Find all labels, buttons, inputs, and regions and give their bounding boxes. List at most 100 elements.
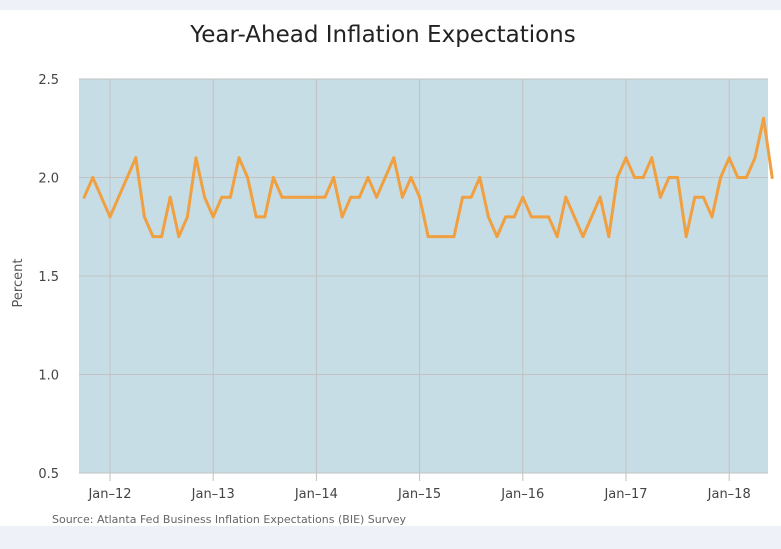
data-point bbox=[598, 195, 602, 199]
x-tick-label: Jan–18 bbox=[707, 487, 751, 502]
data-point bbox=[581, 235, 585, 239]
data-point bbox=[469, 195, 473, 199]
data-point bbox=[641, 176, 645, 179]
data-point bbox=[160, 235, 164, 239]
data-point bbox=[547, 215, 551, 219]
data-point bbox=[228, 195, 232, 199]
data-point bbox=[667, 176, 671, 179]
data-point bbox=[185, 215, 189, 219]
data-point bbox=[349, 195, 353, 199]
data-point bbox=[504, 215, 508, 219]
data-point bbox=[134, 156, 138, 160]
data-point bbox=[624, 156, 628, 160]
data-point bbox=[203, 195, 207, 199]
data-point bbox=[572, 215, 576, 219]
y-tick-label: 0.5 bbox=[38, 467, 59, 482]
data-point bbox=[564, 195, 568, 199]
data-point bbox=[323, 195, 327, 199]
data-point bbox=[650, 156, 654, 160]
data-point bbox=[701, 195, 705, 199]
data-point bbox=[297, 195, 301, 199]
data-point bbox=[151, 235, 155, 239]
grid-lines bbox=[79, 78, 768, 481]
data-point bbox=[676, 176, 680, 179]
data-point bbox=[306, 195, 310, 199]
x-tick-label: Jan–12 bbox=[87, 487, 131, 502]
data-point bbox=[220, 195, 224, 199]
data-point bbox=[762, 116, 766, 120]
data-point bbox=[719, 176, 723, 179]
data-point bbox=[478, 176, 482, 179]
data-point bbox=[529, 215, 533, 219]
y-tick-label: 2.5 bbox=[38, 73, 59, 88]
data-point bbox=[99, 195, 103, 199]
data-point bbox=[375, 195, 379, 199]
data-point bbox=[461, 195, 465, 199]
y-tick-label: 1.5 bbox=[38, 270, 59, 285]
y-axis-ticks: 0.5 1.0 1.5 2.0 2.5 bbox=[38, 73, 59, 482]
data-point bbox=[194, 156, 198, 160]
data-point bbox=[607, 235, 611, 239]
data-point bbox=[254, 215, 258, 219]
data-point bbox=[555, 235, 559, 239]
data-point bbox=[495, 235, 499, 239]
data-point bbox=[409, 176, 413, 179]
data-point bbox=[332, 176, 336, 179]
data-point bbox=[211, 215, 215, 219]
data-point bbox=[392, 156, 396, 160]
data-point bbox=[82, 195, 86, 199]
data-point bbox=[512, 215, 516, 219]
line-chart: Year-Ahead Inflation Expectations 0.5 1.0… bbox=[11, 22, 774, 526]
y-axis-label: Percent bbox=[11, 259, 26, 308]
data-point bbox=[684, 235, 688, 239]
data-point bbox=[237, 156, 241, 160]
chart-title: Year-Ahead Inflation Expectations bbox=[189, 22, 576, 48]
data-point bbox=[452, 235, 456, 239]
data-point bbox=[357, 195, 361, 199]
x-tick-label: Jan–13 bbox=[191, 487, 235, 502]
series-group bbox=[82, 116, 774, 239]
data-point bbox=[366, 176, 370, 179]
data-point bbox=[142, 215, 146, 219]
x-tick-label: Jan–15 bbox=[397, 487, 441, 502]
data-point bbox=[125, 176, 129, 179]
data-point bbox=[263, 215, 267, 219]
data-point bbox=[590, 215, 594, 219]
data-point bbox=[271, 176, 275, 179]
data-point bbox=[443, 235, 447, 239]
data-point bbox=[91, 176, 95, 179]
x-axis-ticks: Jan–12 Jan–13 Jan–14 Jan–15 Jan–16 Jan–17 Jan–… bbox=[87, 487, 750, 502]
data-point bbox=[168, 195, 172, 199]
data-point bbox=[710, 215, 714, 219]
data-point bbox=[658, 195, 662, 199]
data-point bbox=[340, 215, 344, 219]
data-point bbox=[426, 235, 430, 239]
data-point bbox=[744, 176, 748, 179]
y-tick-label: 2.0 bbox=[38, 172, 59, 187]
y-tick-label: 1.0 bbox=[38, 369, 59, 384]
data-point bbox=[314, 195, 318, 199]
data-point bbox=[693, 195, 697, 199]
data-point bbox=[289, 195, 293, 199]
data-point bbox=[418, 195, 422, 199]
data-point bbox=[538, 215, 542, 219]
data-point bbox=[280, 195, 284, 199]
data-point bbox=[486, 215, 490, 219]
data-point bbox=[521, 195, 525, 199]
data-point bbox=[246, 176, 250, 179]
x-tick-label: Jan–17 bbox=[603, 487, 647, 502]
data-point bbox=[615, 176, 619, 179]
data-point bbox=[633, 176, 637, 179]
data-point bbox=[736, 176, 740, 179]
data-point bbox=[108, 215, 112, 219]
chart-card: Year-Ahead Inflation Expectations 0.5 1.0… bbox=[0, 10, 781, 526]
x-tick-label: Jan–16 bbox=[500, 487, 544, 502]
x-tick-label: Jan–14 bbox=[294, 487, 338, 502]
data-point bbox=[753, 156, 757, 160]
data-point bbox=[400, 195, 404, 199]
chart-source: Source: Atlanta Fed Business Inflation E… bbox=[52, 513, 407, 526]
data-point bbox=[770, 176, 774, 179]
data-point bbox=[177, 235, 181, 239]
data-point bbox=[117, 195, 121, 199]
data-point bbox=[435, 235, 439, 239]
